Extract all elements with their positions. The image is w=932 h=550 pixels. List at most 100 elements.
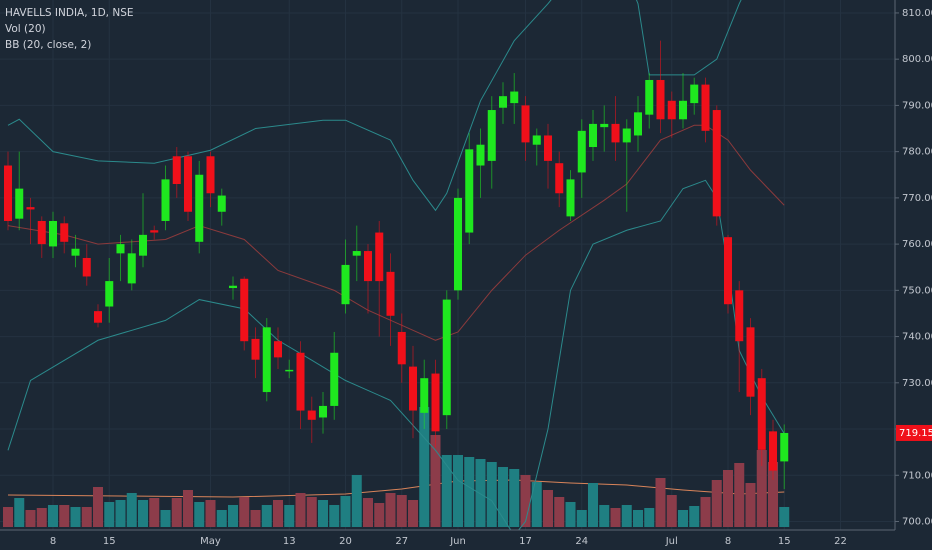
y-tick-label: 710.00 [902,470,932,481]
x-tick-label: 13 [283,536,296,547]
candle-body [139,234,147,256]
y-tick-label: 810.00 [902,8,932,19]
volume-bar [374,503,385,527]
volume-bar [385,493,396,527]
x-tick-label: 15 [778,536,791,547]
candle-body [645,79,654,115]
volume-bar [689,506,700,527]
volume-bar [565,502,576,527]
candle-body [71,248,80,256]
volume-bar [318,500,328,527]
y-tick-label: 700.00 [902,517,932,528]
candle-body [757,378,766,450]
candle-body [611,123,620,143]
volume-bar [126,493,137,527]
volume-bar [149,498,160,527]
volume-bar [520,475,531,527]
candle-body [397,331,406,365]
volume-bar [576,510,587,527]
candle-body [600,123,609,128]
candle-body [26,207,35,210]
candle-body [341,264,350,305]
candle-body [454,197,462,291]
last-price-label: 719.15 [899,428,932,439]
volume-bar [666,495,677,527]
volume-bar [408,500,418,527]
candle-body [296,352,305,411]
volume-bar [138,500,148,527]
candle-body [690,84,699,104]
volume-bar [711,480,722,527]
volume-bar [160,510,171,527]
candle-body [49,220,57,247]
x-tick-label: 20 [339,536,352,547]
volume-bar [655,478,666,527]
volume-bar [228,505,238,527]
candle-body [577,130,586,173]
x-tick-label: Jun [449,536,466,547]
volume-bar [453,455,463,527]
y-tick-label: 740.00 [902,332,932,343]
x-tick-label: 24 [575,536,588,547]
volume-bar [36,508,47,527]
candle-body [746,327,755,397]
candle-body [532,135,541,145]
volume-pane [3,407,790,527]
candle-body [274,341,282,358]
volume-bar [250,510,261,527]
volume-bar [363,498,373,527]
volume-bar [498,467,508,527]
volume-bar [779,507,790,527]
bb-middle-line [7,124,785,341]
candle-body [285,369,294,372]
volume-bar [329,505,340,527]
candle-body [409,366,417,411]
volume-bar [81,507,92,527]
volume-bar [48,505,58,527]
y-tick-label: 760.00 [902,239,932,250]
candle-body [161,179,170,221]
axes: 700.00710.00720.00730.00740.00750.00760.… [50,8,932,547]
candle-body [589,123,597,148]
volume-bar [14,498,25,527]
candle-body [319,405,327,418]
volume-bar [464,457,475,527]
x-tick-label: 17 [519,536,532,547]
x-tick-label: 22 [834,536,847,547]
grid [0,0,895,530]
candle-body [386,271,395,316]
chart-title: HAVELLS INDIA, 1D, NSE [5,7,134,19]
volume-bar [284,505,295,527]
volume-bar [610,508,621,527]
candle-body [724,237,732,305]
volume-bar [700,497,711,527]
volume-bar [396,495,407,527]
candle-body [94,311,102,323]
x-tick-label: 15 [103,536,116,547]
volume-bar [104,502,115,527]
candle-body [701,84,710,131]
volume-bar [419,407,430,527]
candle-body [769,431,777,471]
y-tick-label: 800.00 [902,54,932,65]
candle-body [127,253,136,284]
volume-bar [633,510,643,527]
candle-body [262,327,271,393]
x-tick-label: 8 [725,536,731,547]
candle-body [195,174,204,242]
candle-body [521,105,530,143]
volume-bar [171,498,182,527]
y-tick-label: 750.00 [902,285,932,296]
candle-body [555,163,564,194]
candle-body [229,285,237,289]
candle-body [375,232,384,282]
candle-body [566,179,575,217]
volume-bar [543,490,553,527]
candle-body [352,251,361,256]
volume-bar [599,505,610,527]
price-axis [895,0,932,550]
x-tick-label: 27 [395,536,408,547]
candle-body [206,156,215,194]
y-tick-label: 730.00 [902,378,932,389]
